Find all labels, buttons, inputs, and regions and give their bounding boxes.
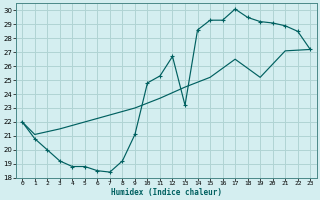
X-axis label: Humidex (Indice chaleur): Humidex (Indice chaleur): [111, 188, 222, 197]
